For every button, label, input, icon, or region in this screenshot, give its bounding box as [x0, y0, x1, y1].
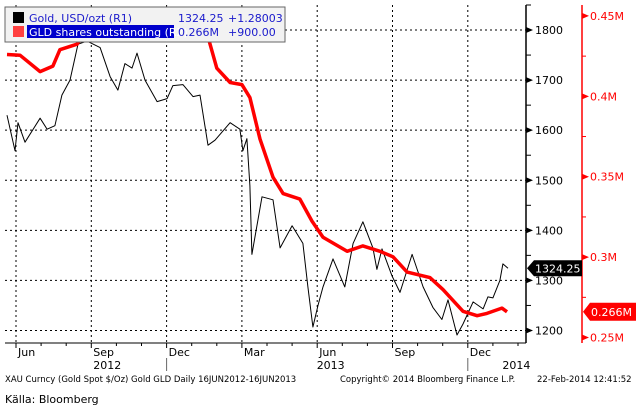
tick-arrow-icon	[582, 93, 589, 100]
x-tick-label: Sep	[93, 346, 114, 359]
x-tick-label: Dec	[169, 346, 190, 359]
tick-arrow-icon	[526, 27, 533, 34]
year-label: 2013	[317, 359, 345, 372]
right-tick-label: 0.4M	[590, 90, 617, 103]
tick-arrow-icon	[582, 254, 589, 261]
left-tick-label: 1600	[535, 124, 563, 137]
axes: 1200 1300 1400 1500 1600 1700 1800 0.25M 0.3M 0.3…	[5, 4, 636, 348]
series-lines	[6, 20, 509, 336]
tick-arrow-icon	[526, 177, 533, 184]
legend-change-gold: +1.28003	[228, 12, 283, 25]
left-tick-label: 1300	[535, 274, 563, 287]
footer-timestamp: 22-Feb-2014 12:41:52	[537, 375, 632, 385]
x-tick-label: Jun	[17, 346, 35, 359]
gold-price-line	[6, 40, 509, 336]
legend-swatch-gld	[13, 26, 24, 37]
gold-last-value: 1324.25	[535, 262, 581, 275]
legend-label-gold: Gold, USD/ozt (R1)	[29, 12, 132, 25]
left-tick-label: 1400	[535, 224, 563, 237]
left-tick-label: 1500	[535, 174, 563, 187]
legend-value-gold: 1324.25	[178, 12, 224, 25]
footer-description: XAU Curncy (Gold Spot $/Oz) Gold GLD Dai…	[5, 375, 296, 385]
gld-last-value: 0.266M	[591, 306, 632, 319]
left-tick-label: 1800	[535, 24, 563, 37]
gld-shares-line	[6, 20, 509, 318]
tick-arrow-icon	[526, 327, 533, 334]
footer-copyright: Copyright© 2014 Bloomberg Finance L.P.	[340, 375, 515, 385]
tick-arrow-icon	[582, 334, 589, 341]
left-tick-label: 1200	[535, 324, 563, 337]
year-label: 2012	[93, 359, 121, 372]
x-tick-label: Sep	[395, 346, 416, 359]
tick-arrow-icon	[526, 277, 533, 284]
tick-arrow-icon	[582, 12, 589, 19]
gld-last-value-callout	[583, 302, 636, 321]
tick-arrow-icon	[526, 77, 533, 84]
tick-arrow-icon	[582, 173, 589, 180]
legend: Gold, USD/ozt (R1) 1324.25 +1.28003 GLD …	[4, 6, 286, 43]
x-tick-label: Dec	[470, 346, 491, 359]
legend-label-gld: GLD shares outstanding (R2)	[29, 26, 188, 39]
gold-last-value-callout	[527, 260, 582, 277]
x-tick-label: Mar	[244, 346, 265, 359]
right-tick-label: 0.45M	[590, 10, 624, 23]
tick-arrow-icon	[526, 127, 533, 134]
right-tick-label: 0.35M	[590, 171, 624, 184]
x-tick-label: Jun	[318, 346, 336, 359]
right-tick-label: 0.25M	[590, 332, 624, 345]
tick-arrow-icon	[526, 227, 533, 234]
legend-highlight	[27, 25, 174, 38]
source-note: Källa: Bloomberg	[5, 393, 99, 406]
right-tick-label: 0.3M	[590, 251, 617, 264]
legend-swatch-gold	[13, 12, 24, 23]
legend-change-gld: +900.00	[228, 26, 276, 39]
year-label: 2014	[502, 359, 530, 372]
left-tick-label: 1700	[535, 74, 563, 87]
x-axis-labels: Jun Sep Dec Mar Jun Sep Dec 2012 2013 2014	[17, 346, 530, 372]
legend-value-gld: 0.266M	[178, 26, 219, 39]
